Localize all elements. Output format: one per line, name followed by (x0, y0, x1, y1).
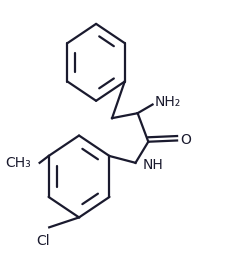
Text: CH₃: CH₃ (5, 156, 31, 170)
Text: NH₂: NH₂ (155, 95, 181, 109)
Text: O: O (180, 133, 191, 147)
Text: NH: NH (143, 157, 164, 171)
Text: Cl: Cl (36, 233, 50, 248)
